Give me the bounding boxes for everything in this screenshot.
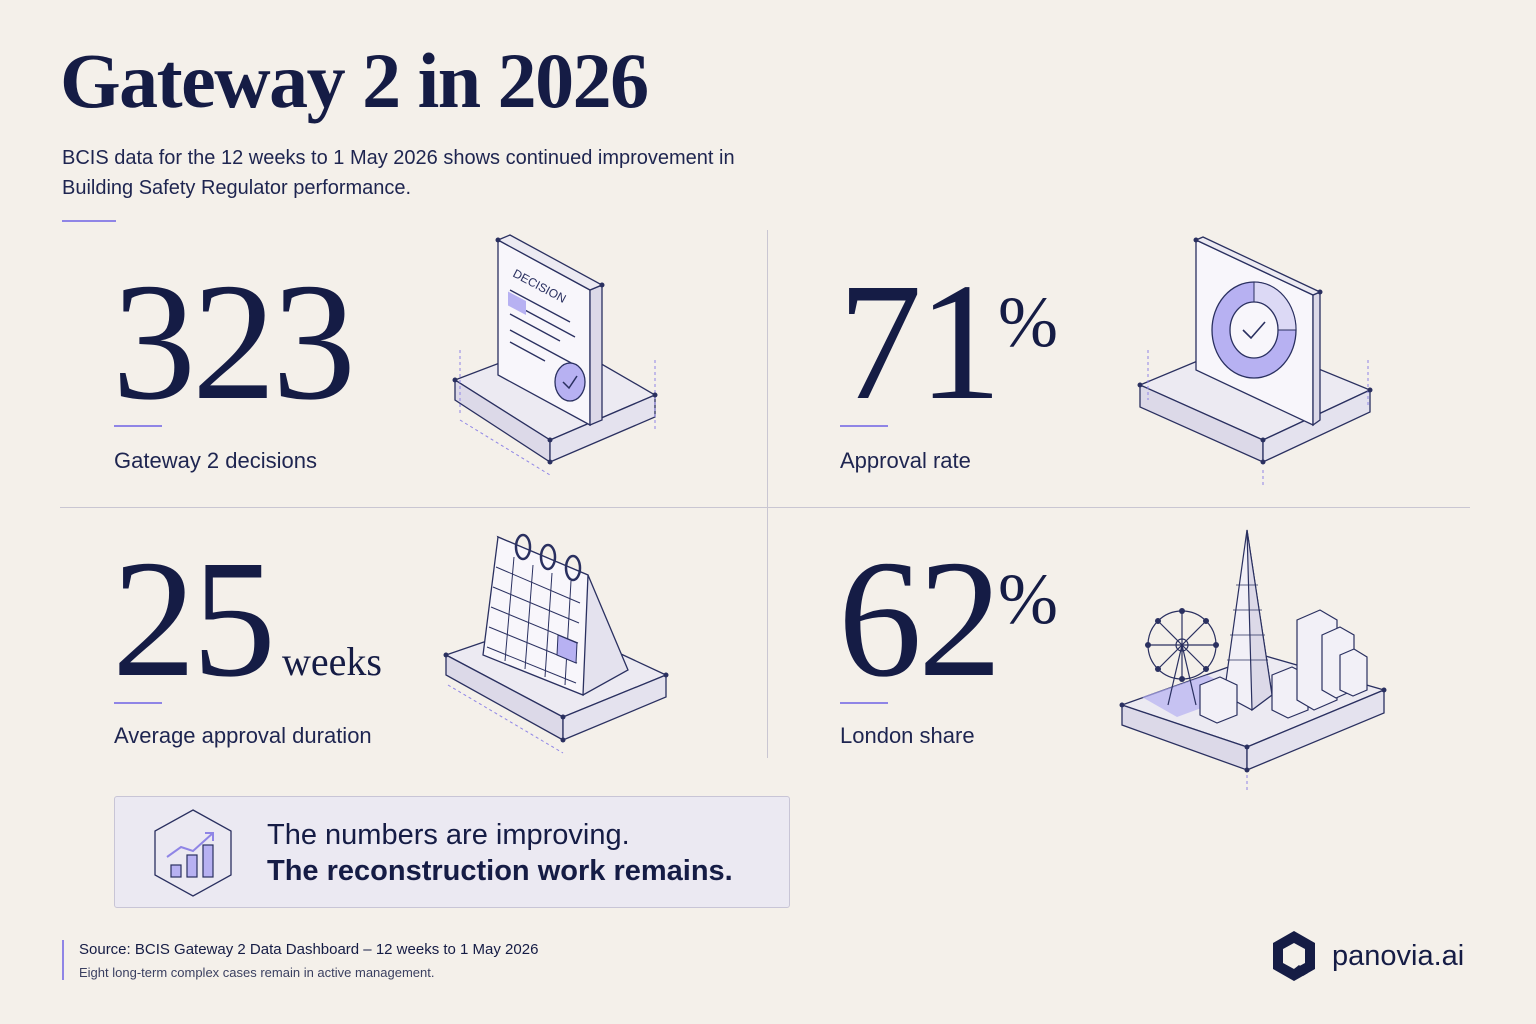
stat-london-value: 62%	[838, 526, 1058, 712]
calendar-icon	[443, 533, 669, 754]
stat-approval-value: 71%	[838, 249, 1058, 435]
summary-callout: The numbers are improving. The reconstru…	[114, 796, 790, 908]
grid-divider-vertical	[767, 230, 768, 758]
source-note: Eight long-term complex cases remain in …	[79, 965, 435, 980]
stat-duration-label: Average approval duration	[114, 723, 372, 748]
stat-london-divider	[840, 702, 888, 704]
grid-divider-horizontal	[60, 507, 1470, 508]
decision-document-icon: DECISION	[452, 234, 658, 476]
panovia-logo-icon	[1273, 931, 1315, 981]
source-accent-bar	[62, 940, 64, 980]
brand-logo: panovia.ai	[1270, 928, 1464, 984]
page-title: Gateway 2 in 2026	[60, 37, 649, 124]
stat-duration-divider	[114, 702, 162, 704]
stat-duration-value: 25 weeks	[112, 526, 382, 712]
stat-decisions-divider	[114, 425, 162, 427]
stat-decisions-value: 323	[112, 249, 356, 435]
brand-name: panovia.ai	[1332, 939, 1465, 972]
stat-decisions-label: Gateway 2 decisions	[114, 448, 317, 473]
stat-approval-divider	[840, 425, 888, 427]
london-skyline-icon	[1119, 529, 1387, 793]
stat-london-label: London share	[840, 723, 975, 748]
trend-chart-icon	[154, 809, 232, 897]
source-citation: Source: BCIS Gateway 2 Data Dashboard – …	[79, 941, 539, 958]
approval-donut-icon	[1137, 236, 1373, 488]
page-subtitle: BCIS data for the 12 weeks to 1 May 2026…	[62, 147, 735, 199]
title-divider	[62, 220, 116, 222]
callout-line-2: The reconstruction work remains.	[267, 855, 733, 887]
callout-line-1: The numbers are improving.	[267, 819, 630, 851]
stat-approval-label: Approval rate	[840, 448, 971, 473]
